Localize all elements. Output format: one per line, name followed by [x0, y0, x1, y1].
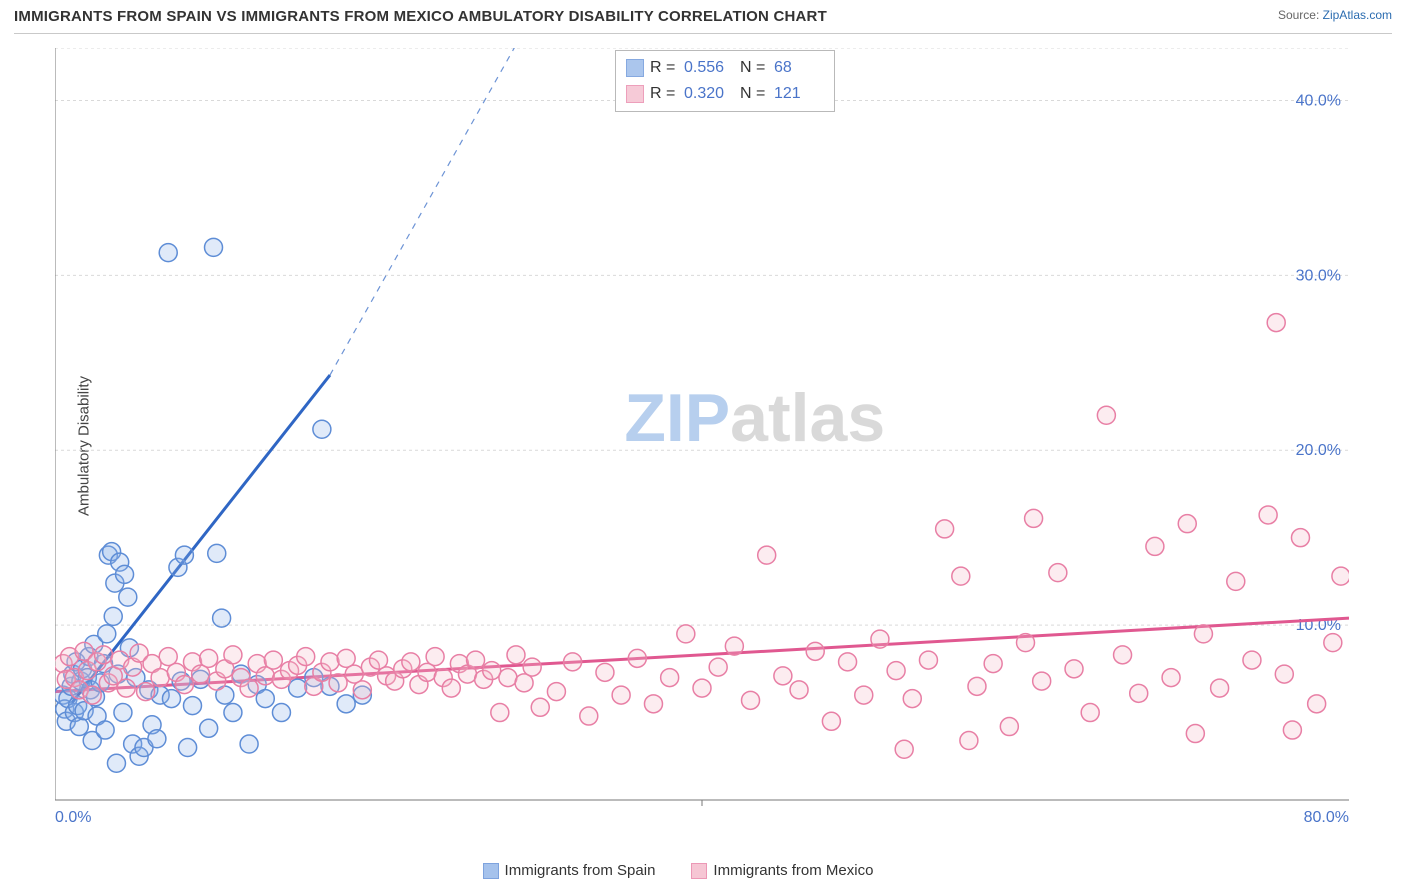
corr-row-spain: R = 0.556 N = 68: [626, 55, 824, 81]
scatter-chart-svg: 10.0%20.0%30.0%40.0%0.0%80.0%: [55, 48, 1349, 828]
chart-header: IMMIGRANTS FROM SPAIN VS IMMIGRANTS FROM…: [14, 8, 1392, 34]
svg-text:30.0%: 30.0%: [1296, 267, 1341, 284]
chart-plot-area: 10.0%20.0%30.0%40.0%0.0%80.0% R =0.556N …: [55, 48, 1349, 828]
svg-text:0.0%: 0.0%: [55, 809, 91, 826]
corr-R-label: R =: [650, 59, 678, 77]
bottom-legend: Immigrants from Spain Immigrants from Mex…: [0, 862, 1406, 886]
corr-N-value-spain: 68: [774, 59, 824, 77]
corr-R-value-spain: 0.556: [684, 59, 734, 77]
legend-swatch-spain: [483, 863, 499, 879]
legend-label-mexico: Immigrants from Mexico: [713, 862, 873, 879]
legend-label-spain: Immigrants from Spain: [505, 862, 656, 879]
legend-item-mexico: Immigrants from Mexico: [691, 862, 873, 879]
corr-N-label: N =: [740, 59, 768, 77]
legend-swatch-mexico: [626, 85, 644, 103]
corr-R-label: R =: [650, 85, 678, 103]
legend-item-spain: Immigrants from Spain: [483, 862, 656, 879]
source-prefix: Source:: [1278, 8, 1323, 22]
source-link[interactable]: ZipAtlas.com: [1323, 8, 1392, 22]
svg-text:20.0%: 20.0%: [1296, 442, 1341, 459]
corr-N-value-mexico: 121: [774, 85, 824, 103]
correlation-box: R = 0.556 N = 68 R = 0.320 N = 121: [615, 50, 835, 112]
legend-swatch-spain: [626, 59, 644, 77]
corr-N-label: N =: [740, 85, 768, 103]
svg-text:40.0%: 40.0%: [1296, 92, 1341, 109]
corr-row-mexico: R = 0.320 N = 121: [626, 81, 824, 107]
svg-text:80.0%: 80.0%: [1304, 809, 1349, 826]
legend-swatch-mexico: [691, 863, 707, 879]
chart-title: IMMIGRANTS FROM SPAIN VS IMMIGRANTS FROM…: [14, 8, 827, 25]
source-attribution: Source: ZipAtlas.com: [1278, 8, 1392, 22]
corr-R-value-mexico: 0.320: [684, 85, 734, 103]
